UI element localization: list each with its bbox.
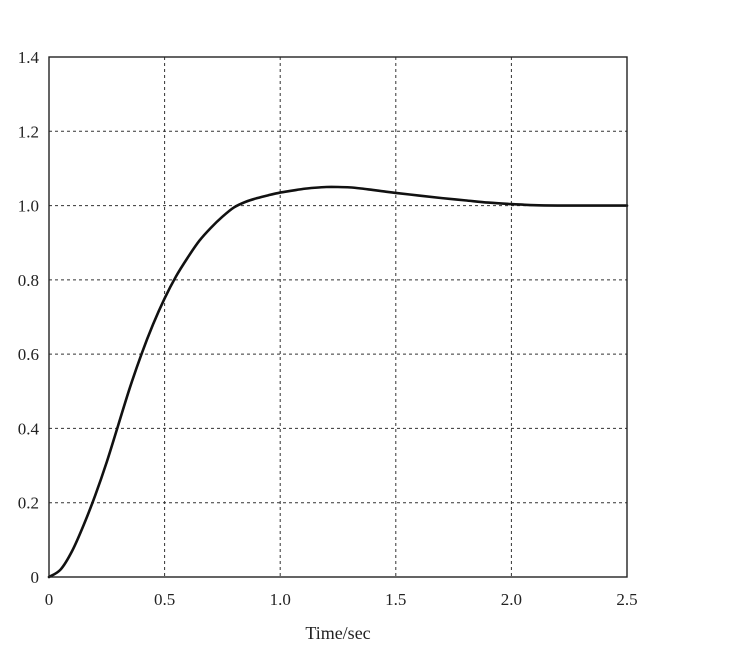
y-axis-ticks: 0 0.2 0.4 0.6 0.8 1.0 1.2 1.4 — [18, 48, 40, 587]
x-tick-label: 1.0 — [270, 590, 291, 609]
y-tick-label: 0.4 — [18, 419, 40, 438]
x-tick-label: 0 — [45, 590, 54, 609]
y-tick-label: 0.2 — [18, 494, 39, 513]
grid — [49, 57, 627, 577]
y-tick-label: 1.2 — [18, 122, 39, 141]
x-axis-label: Time/sec — [305, 623, 370, 643]
plot-frame — [48, 56, 628, 578]
x-tick-label: 1.5 — [385, 590, 406, 609]
y-tick-label: 0.6 — [18, 345, 39, 364]
x-tick-label: 2.0 — [501, 590, 522, 609]
y-tick-label: 0.8 — [18, 271, 39, 290]
x-tick-label: 2.5 — [616, 590, 637, 609]
y-tick-label: 1.0 — [18, 197, 39, 216]
y-tick-label: 1.4 — [18, 48, 40, 67]
series-layer — [47, 185, 629, 579]
x-axis-ticks: 0 0.5 1.0 1.5 2.0 2.5 — [45, 590, 638, 609]
x-tick-label: 0.5 — [154, 590, 175, 609]
y-tick-label: 0 — [31, 568, 40, 587]
series-line — [47, 185, 629, 579]
